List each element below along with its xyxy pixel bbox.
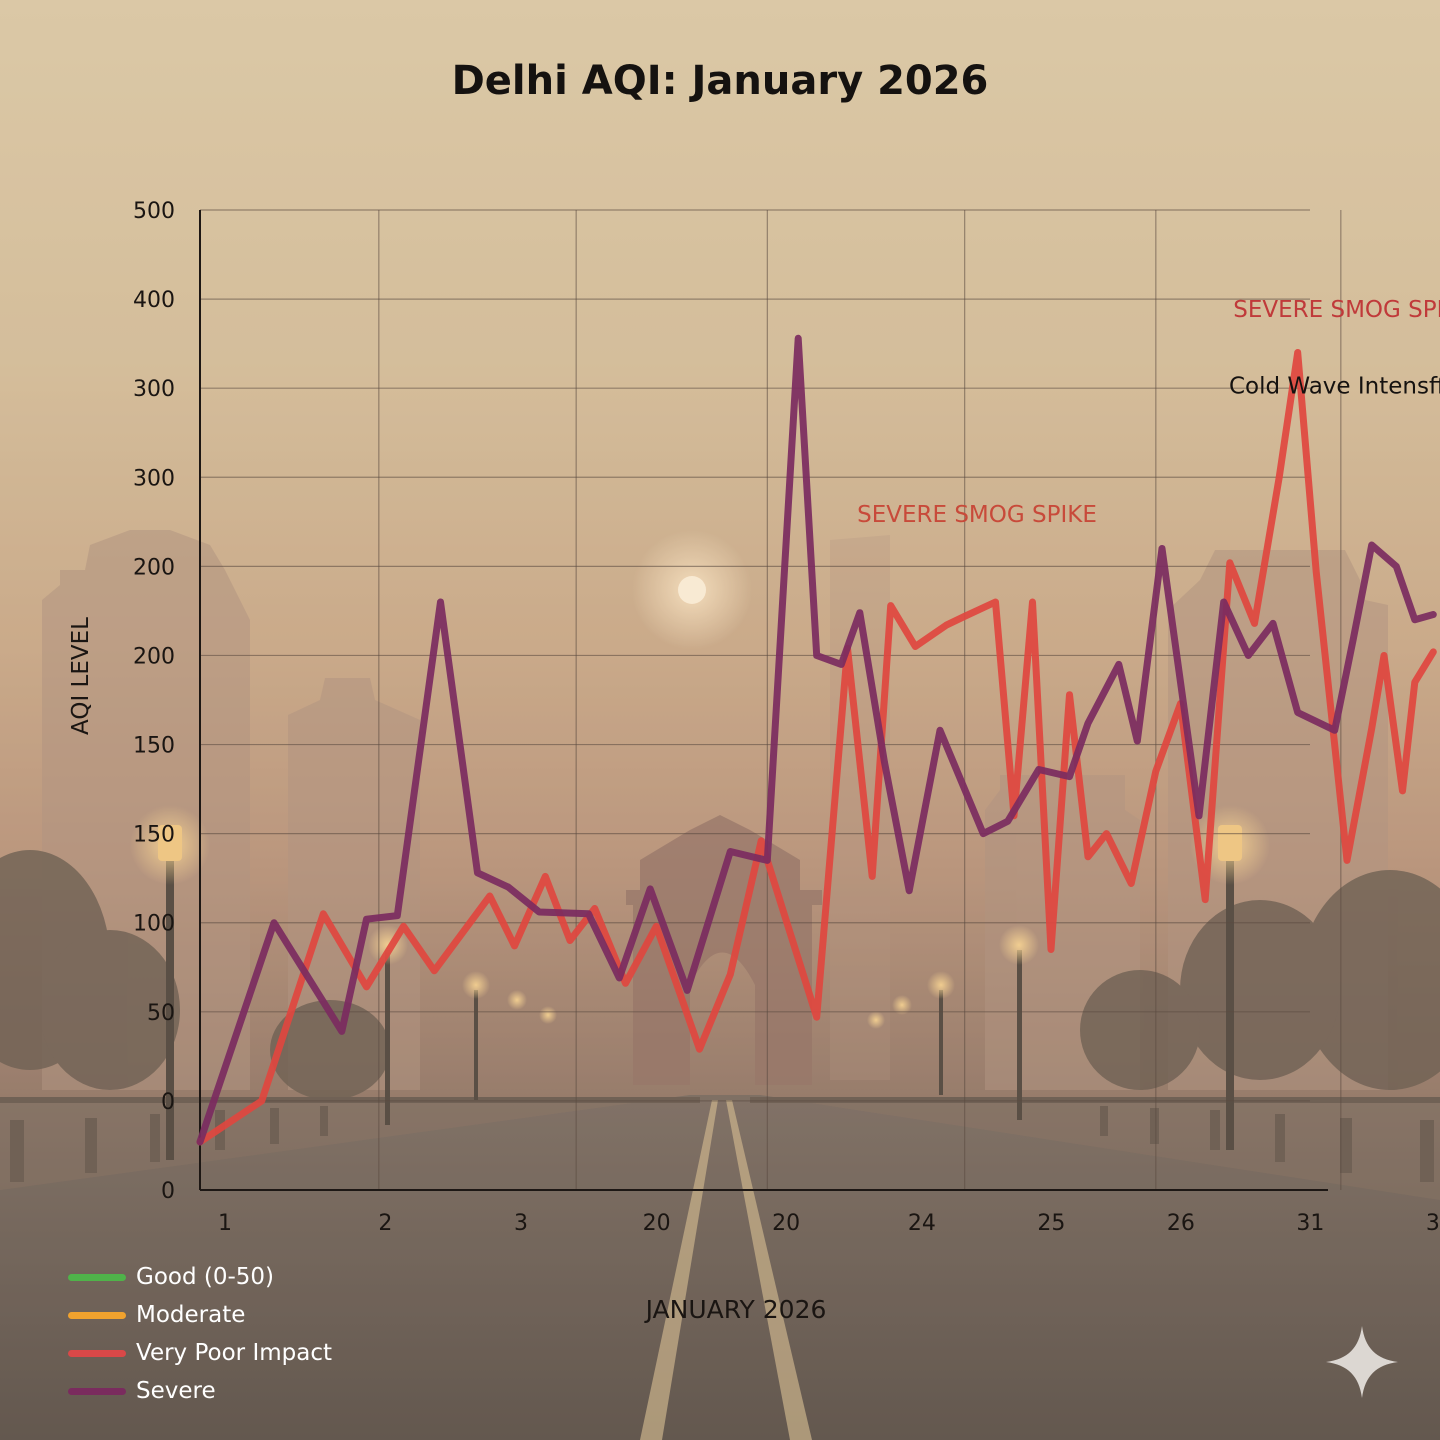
data-series — [196, 334, 1437, 1146]
y-axis-label: AQI LEVEL — [68, 617, 94, 735]
annotations: SEVERE SMOG SPIKE Cold Wave Intensffies SE… — [857, 297, 1440, 528]
y-tick-label: 500 — [133, 199, 175, 224]
annotation-label: SEVERE SMOG SPIKE — [1233, 297, 1440, 323]
legend-label-moderate: Moderate — [136, 1302, 246, 1328]
y-tick-label: 300 — [133, 377, 175, 402]
y-tick-label: 150 — [133, 734, 175, 759]
x-tick-label: 24 — [908, 1211, 936, 1236]
series-line-severe — [196, 334, 1437, 1146]
legend-swatch-good — [68, 1273, 126, 1281]
legend: Good (0-50) Moderate Very Poor Impact Se… — [68, 1258, 332, 1410]
y-tick-label: 0 — [161, 1179, 175, 1204]
x-tick-label: 1 — [218, 1211, 232, 1236]
road — [0, 1095, 1440, 1440]
legend-label-good: Good (0-50) — [136, 1264, 275, 1290]
legend-item-moderate: Moderate — [68, 1296, 332, 1334]
gridlines — [200, 209, 1342, 1191]
x-tick-label: 31 — [1426, 1211, 1440, 1236]
y-tick-label: 200 — [133, 644, 175, 669]
y-tick-label: 200 — [133, 555, 175, 580]
x-tick-label: 2 — [378, 1211, 392, 1236]
x-tick-label: 3 — [514, 1211, 528, 1236]
series-line-very-poor-impact — [196, 349, 1437, 1146]
sparkle-icon — [1326, 1326, 1398, 1398]
annotation-label: Cold Wave Intensffies — [1229, 374, 1440, 400]
legend-label-very-poor: Very Poor Impact — [136, 1340, 332, 1366]
y-tick-label: 400 — [133, 288, 175, 313]
legend-swatch-moderate — [68, 1311, 126, 1319]
x-tick-label: 31 — [1296, 1211, 1324, 1236]
x-tick-label: 20 — [772, 1211, 800, 1236]
street-lamps — [130, 805, 1270, 1160]
annotation-label: SEVERE SMOG SPIKE — [857, 502, 1097, 528]
x-tick-label: 26 — [1167, 1211, 1195, 1236]
y-tick-label: 300 — [133, 466, 175, 491]
axes — [199, 210, 1328, 1191]
x-axis-label: JANUARY 2026 — [644, 1295, 827, 1324]
legend-item-very-poor: Very Poor Impact — [68, 1334, 332, 1372]
chart-title: Delhi AQI: January 2026 — [451, 58, 989, 104]
legend-label-severe: Severe — [136, 1378, 216, 1404]
trees — [0, 850, 1440, 1100]
y-tick-label: 50 — [147, 1001, 175, 1026]
x-tick-labels: 1 2 3 20 20 24 25 26 31 31 — [218, 1211, 1440, 1236]
x-tick-label: 25 — [1037, 1211, 1065, 1236]
legend-item-severe: Severe — [68, 1372, 332, 1410]
legend-swatch-very-poor — [68, 1349, 126, 1357]
legend-item-good: Good (0-50) — [68, 1258, 332, 1296]
y-tick-label: 150 — [133, 823, 175, 848]
y-tick-label: 0 — [161, 1090, 175, 1115]
x-tick-label: 20 — [643, 1211, 671, 1236]
legend-swatch-severe — [68, 1387, 126, 1395]
y-tick-labels: 0 0 50 100 150 150 200 200 300 300 400 500 — [133, 199, 175, 1204]
y-tick-label: 100 — [133, 912, 175, 937]
